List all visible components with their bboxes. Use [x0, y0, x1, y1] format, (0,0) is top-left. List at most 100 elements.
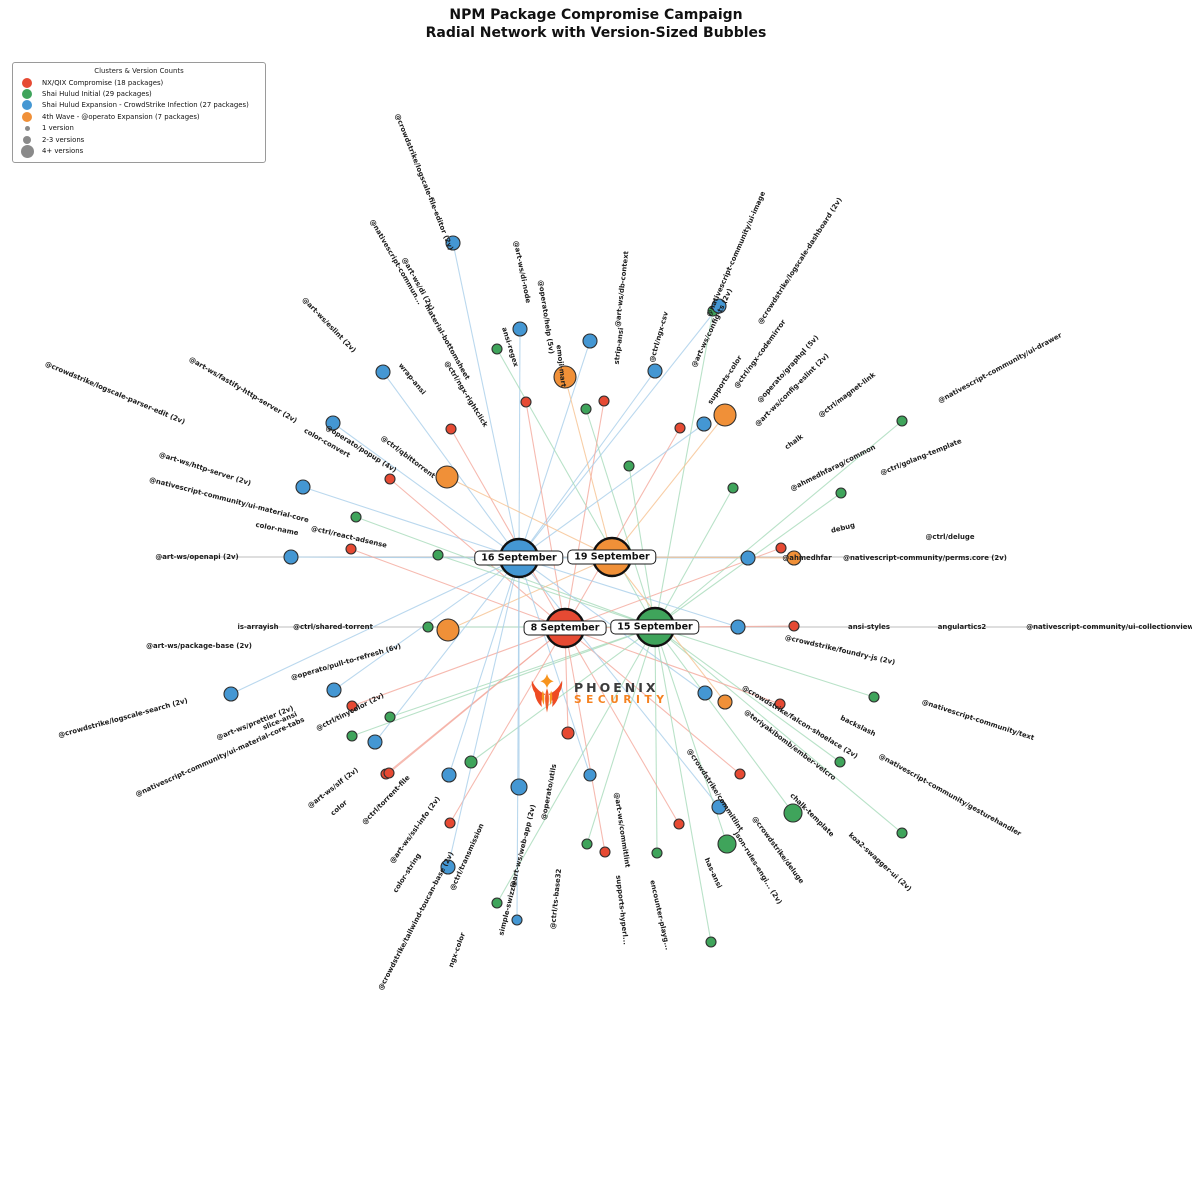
package-node — [834, 756, 846, 768]
package-node — [435, 465, 459, 489]
package-label: @nativescript-community/ui-collectionvie… — [1026, 623, 1192, 631]
network-edge — [389, 626, 656, 718]
legend-cluster-item: Shai Hulud Expansion - CrowdStrike Infec… — [19, 100, 259, 111]
network-edge — [351, 626, 656, 737]
legend-title: Clusters & Version Counts — [94, 67, 184, 75]
network-edge — [654, 626, 903, 834]
package-node — [445, 423, 457, 435]
phoenix-logo-icon — [531, 673, 563, 713]
legend-cluster-item: NX/QIX Compromise (18 packages) — [19, 77, 259, 88]
package-node — [581, 838, 593, 850]
network-edge — [450, 428, 566, 629]
network-edge — [654, 310, 714, 628]
package-node — [511, 914, 523, 926]
legend-dot-icon — [22, 77, 32, 88]
chart-title: NPM Package Compromise Campaign Radial N… — [0, 6, 1192, 42]
legend-item-label: Shai Hulud Expansion - CrowdStrike Infec… — [42, 101, 249, 110]
legend-dot-icon — [22, 89, 32, 100]
package-label: @ctrl/deluge — [925, 533, 975, 541]
package-label: @ctrl/shared-torrent — [293, 623, 373, 631]
network-edge — [564, 376, 613, 558]
network-edge — [332, 422, 520, 559]
network-edge — [654, 626, 875, 698]
legend-size-item: 4+ versions — [19, 144, 259, 158]
package-node — [223, 686, 239, 702]
network-edge — [518, 557, 739, 628]
network-edge — [628, 465, 656, 628]
package-node — [673, 818, 685, 830]
package-node — [384, 711, 396, 723]
network-edge — [446, 476, 613, 558]
hub-label-19-september: 19 September — [567, 549, 657, 565]
package-node — [674, 422, 686, 434]
package-label: @art-ws/package-base (2v) — [146, 642, 252, 650]
package-node — [623, 460, 635, 472]
package-node — [774, 698, 786, 710]
legend-dot-icon — [20, 144, 34, 158]
package-node — [583, 768, 597, 782]
package-node — [367, 734, 383, 750]
network-edge — [447, 557, 520, 868]
package-node — [651, 847, 663, 859]
package-node — [325, 415, 341, 431]
legend-item-label: 4+ versions — [42, 147, 84, 156]
network-edge — [654, 626, 794, 814]
package-node — [730, 619, 746, 635]
network-edge — [452, 242, 520, 559]
package-node — [717, 834, 737, 854]
package-label: is-arrayish — [237, 623, 279, 631]
network-edge — [518, 423, 705, 559]
network-edge — [470, 626, 656, 763]
package-node — [775, 542, 787, 554]
network-edge — [437, 554, 656, 628]
network-edge — [351, 627, 566, 707]
package-node — [734, 768, 746, 780]
network-edge — [654, 626, 658, 854]
phoenix-logo-text: PHOENIX SECURITY — [574, 679, 669, 708]
package-node — [283, 549, 299, 565]
phoenix-brand-text: PHOENIX — [574, 679, 659, 695]
network-edge — [374, 557, 520, 743]
network-edge — [382, 371, 520, 559]
package-node — [510, 778, 528, 796]
package-node — [383, 767, 395, 779]
network-edge — [564, 627, 680, 825]
package-node — [786, 550, 802, 566]
legend-dot-icon — [24, 125, 30, 131]
package-node — [580, 403, 592, 415]
package-node — [705, 936, 717, 948]
network-edge — [654, 420, 903, 628]
legend-size-item: 2-3 versions — [19, 134, 259, 145]
package-node — [599, 846, 611, 858]
network-edge — [447, 556, 613, 631]
package-node — [512, 321, 528, 337]
network-edge — [654, 626, 841, 763]
package-node — [696, 416, 712, 432]
package-node — [422, 621, 434, 633]
network-edge — [388, 627, 566, 774]
package-node — [711, 298, 727, 314]
legend-size-item: 1 version — [19, 123, 259, 134]
package-node — [835, 487, 847, 499]
hub-label-16-september: 16 September — [474, 550, 564, 566]
network-edge — [564, 427, 681, 629]
package-node — [561, 726, 575, 740]
hub-label-8-september: 8 September — [523, 620, 607, 636]
network-edge — [518, 328, 521, 559]
network-edge — [496, 626, 656, 904]
package-node — [553, 365, 577, 389]
network-edge — [564, 627, 606, 853]
legend-rows: NX/QIX Compromise (18 packages) Shai Hulu… — [19, 77, 259, 158]
phoenix-sub-text: SECURITY — [574, 694, 669, 707]
network-edge — [564, 627, 781, 705]
package-node — [346, 730, 358, 742]
package-node — [896, 827, 908, 839]
package-node — [783, 803, 803, 823]
package-label: @nativescript-community/perms.core (2v) — [843, 554, 1007, 562]
package-node — [464, 755, 478, 769]
network-edge — [448, 557, 520, 776]
package-label: @art-ws/openapi (2v) — [155, 553, 239, 561]
chart-title-line2: Radial Network with Version-Sized Bubble… — [425, 25, 767, 42]
